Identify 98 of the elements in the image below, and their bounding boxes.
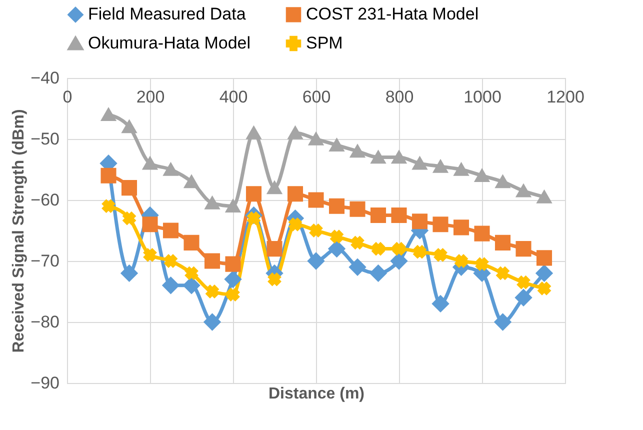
point	[349, 258, 366, 276]
point	[184, 175, 199, 188]
y-tick-label: −90	[30, 374, 60, 392]
point	[162, 222, 179, 238]
point	[453, 220, 470, 236]
point	[100, 168, 116, 184]
point	[330, 138, 344, 152]
point	[454, 163, 468, 176]
legend-label: Field Measured Data	[88, 4, 246, 24]
point	[454, 254, 468, 268]
point	[372, 242, 385, 256]
point	[226, 200, 240, 212]
point	[246, 186, 262, 202]
point	[164, 254, 178, 268]
y-tick-label: −40	[30, 68, 60, 88]
point	[142, 157, 158, 170]
y-tick-label: −60	[30, 190, 60, 210]
point	[474, 226, 490, 242]
point	[142, 216, 158, 232]
x-tick-label: 600	[302, 88, 331, 106]
point	[328, 198, 345, 214]
point	[308, 252, 324, 270]
point	[536, 264, 553, 282]
x-tick-label: 800	[385, 88, 414, 106]
y-tick-label: −50	[30, 130, 60, 148]
point	[516, 241, 532, 257]
point	[476, 258, 488, 270]
legend-label: SPM	[306, 34, 343, 52]
point	[204, 253, 220, 269]
point	[121, 180, 138, 196]
point	[310, 224, 322, 237]
point	[204, 314, 221, 330]
point	[496, 266, 510, 280]
point	[494, 314, 512, 330]
point	[330, 230, 344, 244]
point	[226, 288, 240, 301]
point	[351, 236, 364, 250]
x-tick-label: 1000	[464, 88, 502, 106]
point	[434, 248, 447, 262]
point	[432, 216, 448, 232]
y-tick-label: −80	[30, 312, 60, 332]
point	[101, 108, 116, 121]
point	[370, 264, 387, 282]
point	[412, 214, 428, 230]
point	[288, 218, 302, 231]
x-tick-label: 400	[219, 88, 248, 106]
point	[390, 252, 408, 270]
point	[288, 126, 302, 140]
point	[266, 241, 282, 257]
legend-label: Okumura-Hata Model	[88, 34, 251, 52]
point	[370, 207, 386, 224]
point	[515, 289, 532, 306]
point	[122, 120, 136, 134]
point	[432, 295, 449, 312]
point	[246, 126, 261, 140]
point	[392, 242, 406, 256]
point	[308, 132, 324, 146]
point	[183, 277, 200, 294]
x-tick-label: 1200	[546, 88, 584, 106]
point	[392, 150, 406, 164]
point	[536, 250, 552, 266]
y-tick-label: −70	[30, 252, 60, 270]
point	[371, 150, 386, 164]
point	[412, 157, 427, 170]
point	[225, 256, 241, 272]
point	[391, 207, 407, 224]
point	[538, 282, 551, 295]
point	[267, 181, 282, 194]
point	[433, 160, 448, 173]
point	[144, 248, 156, 262]
point	[350, 144, 365, 158]
point	[328, 240, 346, 258]
point	[287, 186, 304, 202]
point	[516, 184, 531, 198]
point	[308, 192, 324, 208]
point	[224, 270, 242, 288]
x-tick-label: 0	[62, 88, 72, 106]
y-axis-title: Received Signal Strength (dBm)	[10, 109, 28, 353]
point	[494, 234, 511, 250]
point	[102, 200, 115, 213]
point	[496, 175, 510, 188]
x-tick-label: 200	[136, 88, 165, 106]
point	[206, 285, 219, 298]
point	[205, 196, 220, 210]
point	[537, 190, 552, 204]
point	[184, 234, 200, 250]
point	[122, 212, 136, 225]
point	[474, 169, 490, 182]
point	[350, 201, 366, 217]
point	[162, 277, 180, 294]
point	[517, 276, 530, 289]
x-axis-title: Distance (m)	[268, 386, 365, 402]
legend-label: COST 231-Hata Model	[306, 4, 479, 24]
point	[268, 272, 281, 286]
point	[185, 266, 198, 280]
point	[413, 245, 426, 258]
point	[120, 264, 138, 282]
point	[164, 163, 178, 176]
